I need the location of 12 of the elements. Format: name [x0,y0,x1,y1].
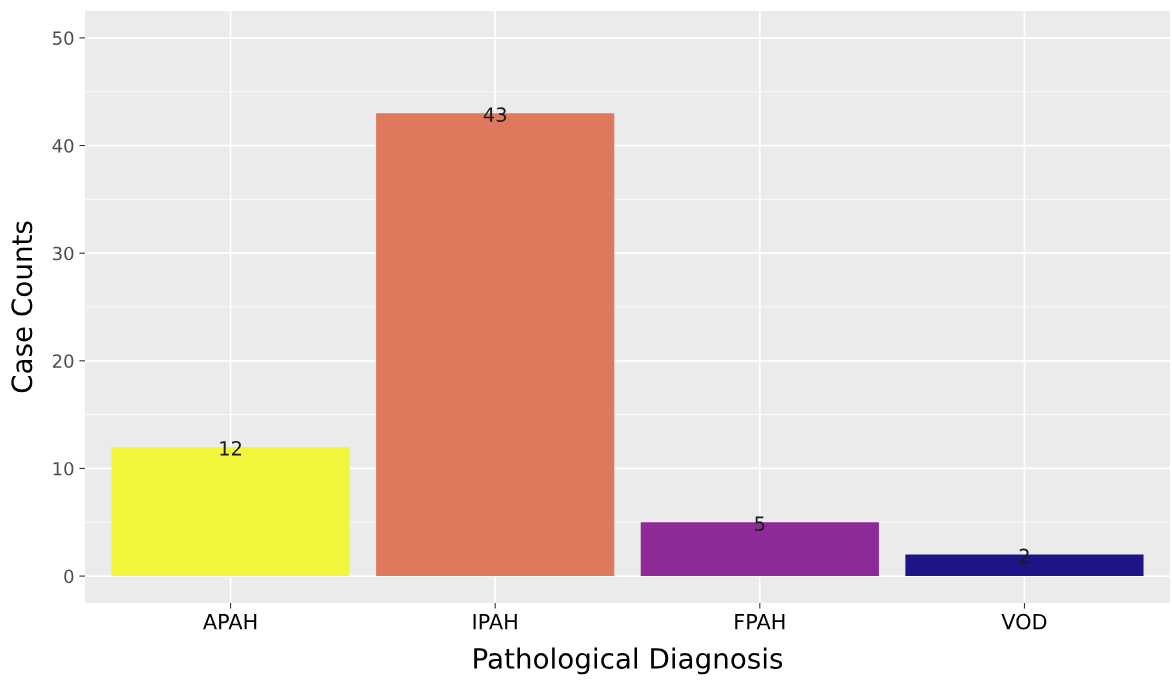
x-tick-label: IPAH [473,614,517,630]
y-tick-label: 30 [52,246,74,261]
x-axis-title: Pathological Diagnosis [474,647,783,675]
x-tick-label: FPAH [735,614,785,630]
x-tick-label: APAH [203,614,257,630]
y-tick-label: 20 [52,354,74,368]
y-tick-label: 40 [52,139,74,153]
y-axis-title: Case Counts [11,221,33,393]
y-tick-label: 10 [53,461,74,476]
y-tick-label: 0 [64,569,74,584]
x-tick-label: VOD [1001,613,1047,630]
y-tick-label: 50 [53,31,74,46]
